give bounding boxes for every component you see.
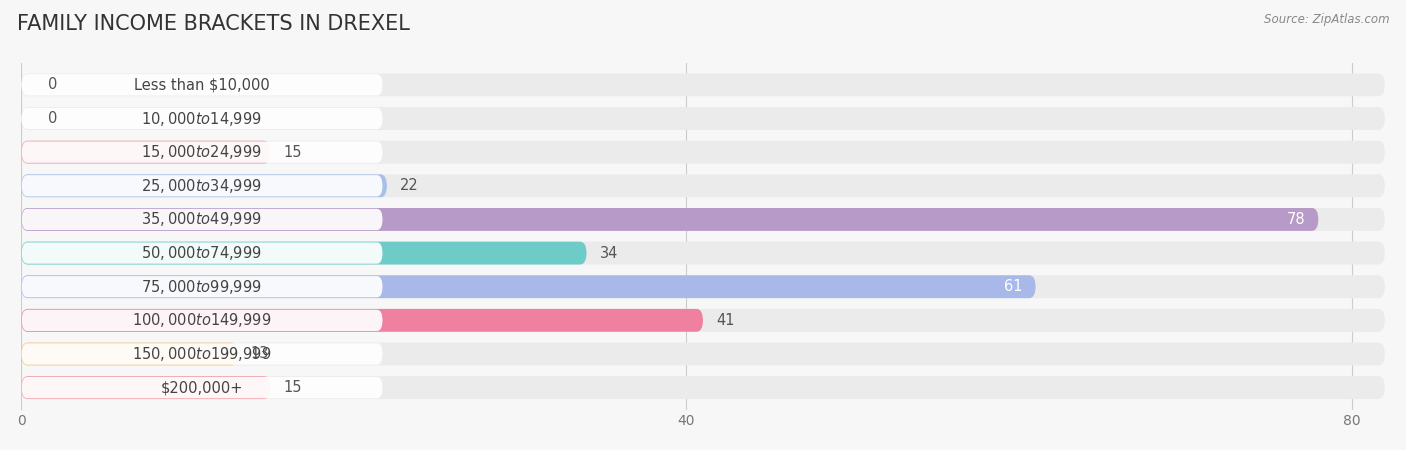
Text: 61: 61 xyxy=(1004,279,1022,294)
FancyBboxPatch shape xyxy=(21,310,382,331)
FancyBboxPatch shape xyxy=(21,108,382,129)
FancyBboxPatch shape xyxy=(21,376,270,399)
FancyBboxPatch shape xyxy=(21,209,382,230)
FancyBboxPatch shape xyxy=(21,309,703,332)
FancyBboxPatch shape xyxy=(21,107,1385,130)
Text: $10,000 to $14,999: $10,000 to $14,999 xyxy=(142,109,262,127)
FancyBboxPatch shape xyxy=(21,175,382,196)
Text: $150,000 to $199,999: $150,000 to $199,999 xyxy=(132,345,271,363)
FancyBboxPatch shape xyxy=(21,73,1385,96)
FancyBboxPatch shape xyxy=(21,343,382,365)
Text: 0: 0 xyxy=(48,111,58,126)
Text: Less than $10,000: Less than $10,000 xyxy=(134,77,270,92)
FancyBboxPatch shape xyxy=(21,174,387,197)
Text: 78: 78 xyxy=(1286,212,1305,227)
FancyBboxPatch shape xyxy=(21,208,1385,231)
Text: 15: 15 xyxy=(284,144,302,160)
FancyBboxPatch shape xyxy=(21,342,238,365)
FancyBboxPatch shape xyxy=(21,342,1385,365)
FancyBboxPatch shape xyxy=(21,141,1385,164)
FancyBboxPatch shape xyxy=(21,208,1319,231)
FancyBboxPatch shape xyxy=(21,309,1385,332)
FancyBboxPatch shape xyxy=(21,74,382,95)
Text: $35,000 to $49,999: $35,000 to $49,999 xyxy=(142,211,262,229)
Text: $75,000 to $99,999: $75,000 to $99,999 xyxy=(142,278,262,296)
FancyBboxPatch shape xyxy=(21,243,382,264)
Text: $200,000+: $200,000+ xyxy=(160,380,243,395)
Text: $50,000 to $74,999: $50,000 to $74,999 xyxy=(142,244,262,262)
FancyBboxPatch shape xyxy=(21,242,1385,265)
FancyBboxPatch shape xyxy=(21,275,1036,298)
FancyBboxPatch shape xyxy=(21,376,1385,399)
Text: 13: 13 xyxy=(250,346,269,361)
Text: $100,000 to $149,999: $100,000 to $149,999 xyxy=(132,311,271,329)
FancyBboxPatch shape xyxy=(21,242,586,265)
FancyBboxPatch shape xyxy=(21,141,382,163)
Text: 22: 22 xyxy=(401,178,419,194)
Text: 34: 34 xyxy=(600,246,619,261)
Text: 15: 15 xyxy=(284,380,302,395)
Text: 0: 0 xyxy=(48,77,58,92)
Text: $25,000 to $34,999: $25,000 to $34,999 xyxy=(142,177,262,195)
FancyBboxPatch shape xyxy=(21,275,1385,298)
Text: Source: ZipAtlas.com: Source: ZipAtlas.com xyxy=(1264,14,1389,27)
FancyBboxPatch shape xyxy=(21,276,382,297)
FancyBboxPatch shape xyxy=(21,377,382,398)
Text: FAMILY INCOME BRACKETS IN DREXEL: FAMILY INCOME BRACKETS IN DREXEL xyxy=(17,14,409,33)
FancyBboxPatch shape xyxy=(21,141,270,164)
Text: $15,000 to $24,999: $15,000 to $24,999 xyxy=(142,143,262,161)
FancyBboxPatch shape xyxy=(21,174,1385,197)
Text: 41: 41 xyxy=(716,313,735,328)
